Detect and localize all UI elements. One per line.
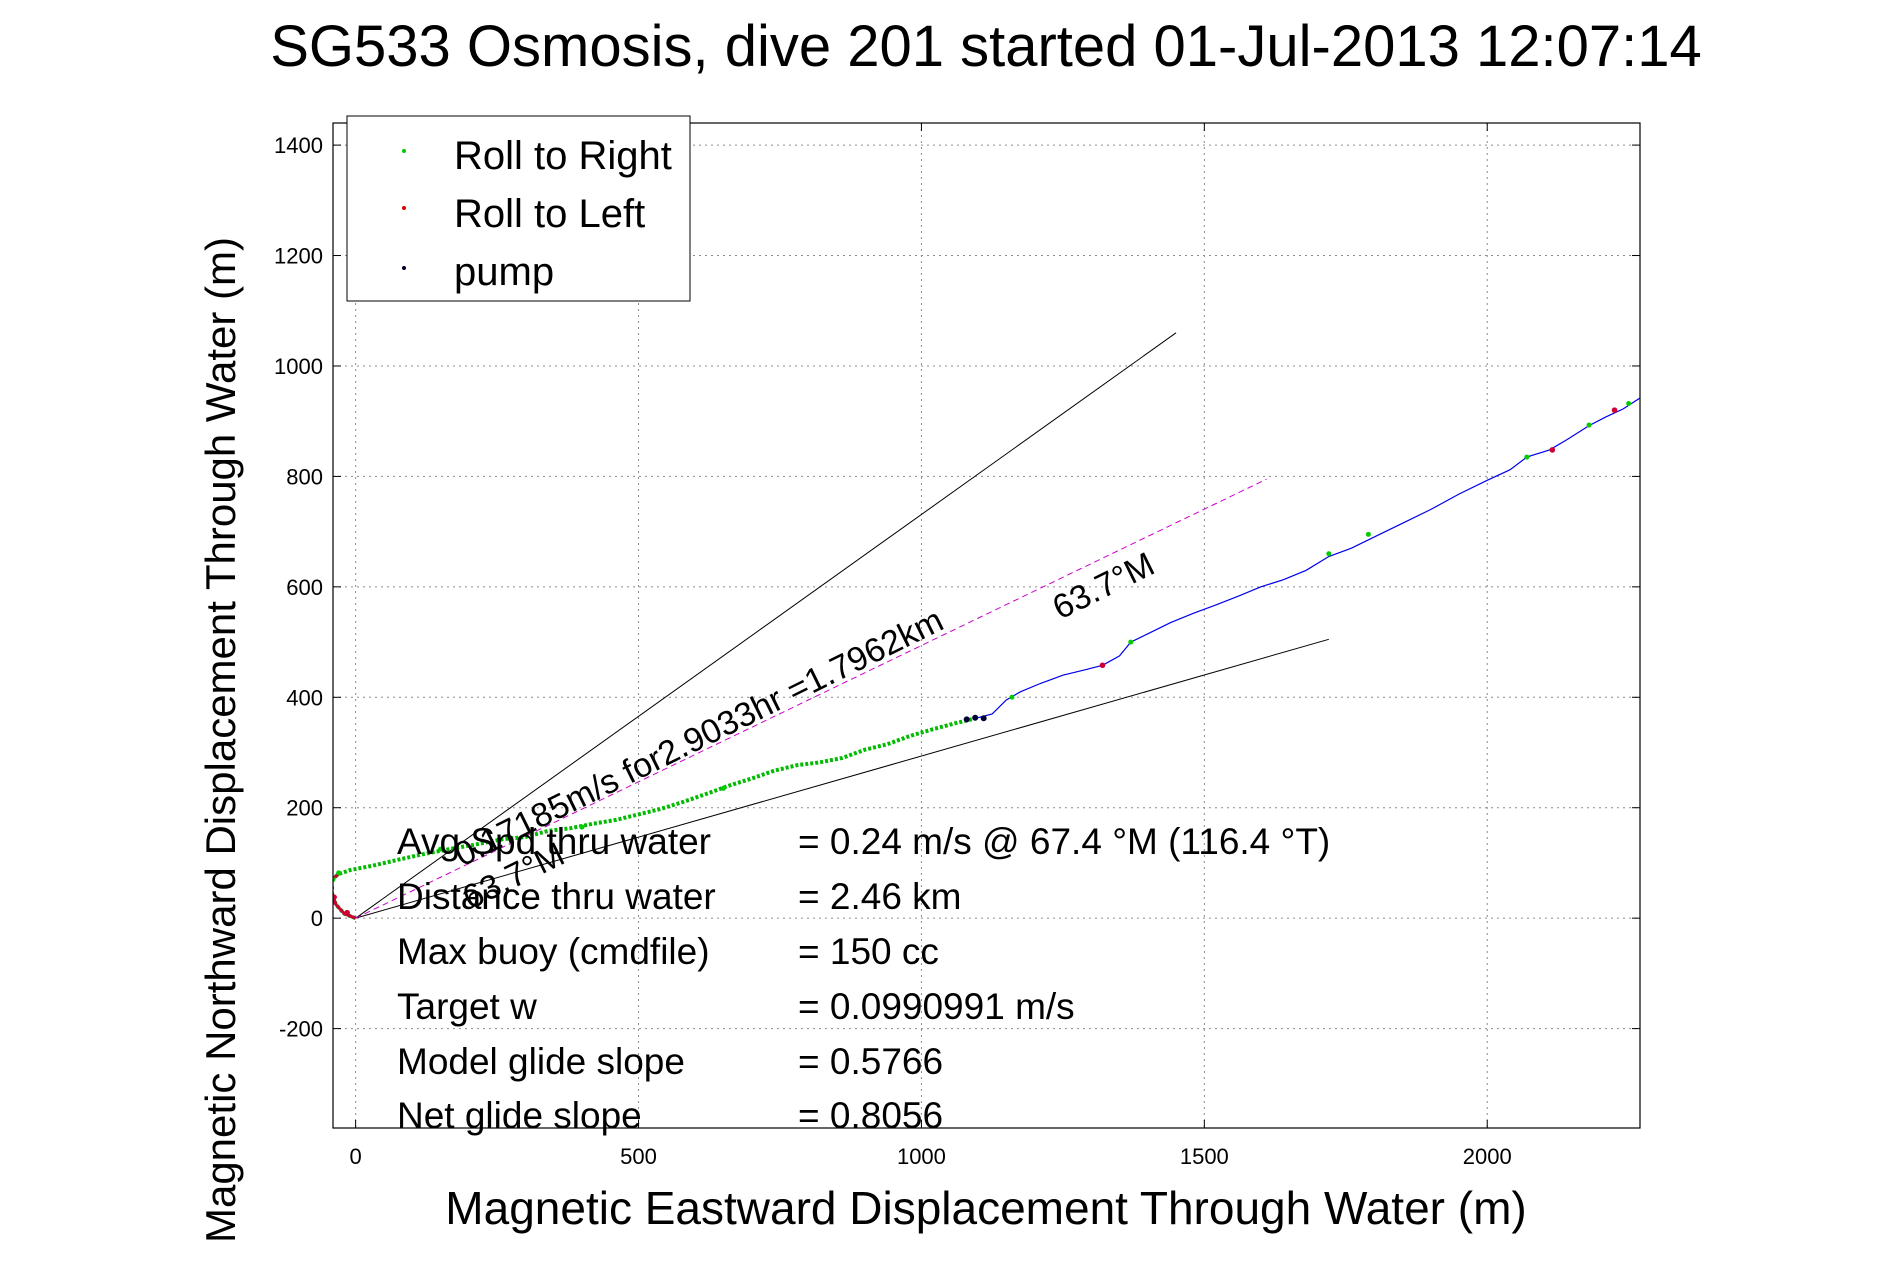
y-tick-label: 0 [311,906,323,931]
roll-left-marker [333,894,337,900]
stat-label-avg-speed: Avg Spd thru water [397,821,711,862]
x-tick-label: 1000 [897,1144,946,1169]
stats-block: Avg Spd thru water = 0.24 m/s @ 67.4 °M … [397,821,1330,1136]
roll-right-marker [1365,531,1371,537]
roll-right-marker [333,877,336,883]
stat-label-max-buoy: Max buoy (cmdfile) [397,931,710,972]
x-tick-label: 0 [350,1144,362,1169]
stat-value-net-glide: = 0.8056 [798,1095,943,1136]
roll-right-marker [720,785,726,791]
y-tick-label: 600 [286,575,323,600]
x-axis-label: Magnetic Eastward Displacement Through W… [445,1182,1526,1234]
roll-right-marker [1626,401,1632,407]
stat-value-max-buoy: = 150 cc [798,931,939,972]
y-tick-label: -200 [279,1017,323,1042]
roll-right-marker [1326,551,1332,557]
legend-marker-roll-left [402,206,406,210]
roll-right-marker [1524,454,1530,460]
legend-label-roll-right: Roll to Right [454,134,672,178]
pump-marker [972,714,979,721]
y-tick-label: 200 [286,796,323,821]
y-tick-label: 400 [286,685,323,710]
y-tick-label: 1000 [274,354,323,379]
wedge-line [355,332,1177,919]
roll-right-marker [1009,694,1015,700]
roll-right-marker [336,870,342,876]
roll-left-marker [1549,447,1556,453]
x-tick-label: 2000 [1463,1144,1512,1169]
y-tick-label: 800 [286,464,323,489]
y-axis-label: Magnetic Northward Displacement Through … [197,237,244,1243]
climb-track-line [977,397,1640,719]
x-tick-label: 500 [620,1144,657,1169]
roll-right-marker [1128,639,1134,645]
pump-marker [980,715,987,722]
y-tick-label: 1200 [274,244,323,269]
stat-value-avg-speed: = 0.24 m/s @ 67.4 °M (116.4 °T) [798,821,1330,862]
plot-frame [332,122,1641,1129]
stat-label-model-glide: Model glide slope [397,1041,685,1082]
stat-label-distance: Distance thru water [397,876,716,917]
wedge-line [355,638,1329,919]
legend-label-roll-left: Roll to Left [454,192,645,236]
stat-label-target-w: Target w [397,986,537,1027]
stat-value-distance: = 2.46 km [798,876,962,917]
pump-marker [963,716,970,723]
y-tick-label: 1400 [274,133,323,158]
heading-line [355,478,1267,919]
roll-left-marker [1099,662,1106,669]
markers [333,401,1632,916]
legend-marker-pump [402,266,406,270]
legend: Roll to Right Roll to Left pump [346,115,691,302]
roll-right-marker [438,846,444,852]
reference-lines [355,332,1329,919]
stat-label-net-glide: Net glide slope [397,1095,642,1136]
dive-track-line [333,715,979,921]
legend-label-pump: pump [454,250,554,294]
stat-value-target-w: = 0.0990991 m/s [798,986,1075,1027]
ticks: 0 500 1000 1500 2000 -200 0 200 400 600 800 1000 120… [274,123,1640,1169]
x-tick-label: 1500 [1180,1144,1229,1169]
roll-right-marker [579,824,585,830]
legend-marker-roll-right [402,149,406,153]
roll-left-marker [344,909,350,916]
roll-left-marker [1611,407,1618,413]
stat-value-model-glide: = 0.5766 [798,1041,943,1082]
roll-right-marker [1586,422,1592,428]
chart-title: SG533 Osmosis, dive 201 started 01-Jul-2… [270,14,1702,79]
